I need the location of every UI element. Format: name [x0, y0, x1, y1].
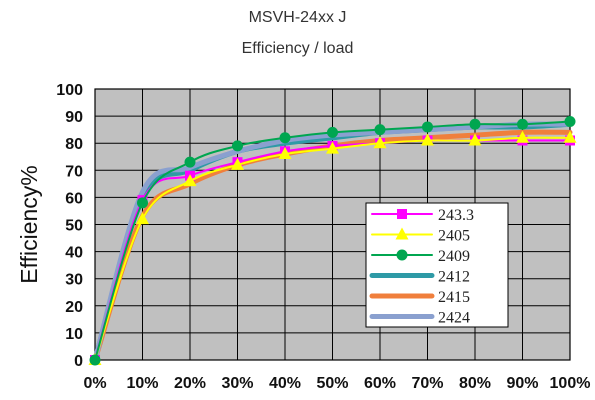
data-point: [373, 136, 387, 149]
legend-item: 2415: [369, 289, 470, 306]
legend-swatch-marker: [397, 209, 407, 219]
data-point: [232, 140, 243, 152]
legend: 243.3 2405 2409 2412 2415 2424: [365, 202, 509, 328]
legend-item: 2424: [369, 310, 470, 327]
series-group: [88, 116, 577, 366]
y-tick-label: 20: [65, 299, 83, 316]
data-point: [327, 126, 338, 138]
series-line: [94, 120, 571, 361]
chart-subtitle: Efficiency / load: [241, 40, 354, 57]
y-tick-label: 70: [65, 163, 83, 180]
legend-item: 2405: [371, 227, 470, 245]
legend-label: 243.3: [438, 207, 474, 224]
legend-item: 2409: [371, 248, 470, 265]
data-point: [89, 354, 101, 366]
data-point: [563, 130, 577, 143]
legend-label: 2405: [438, 228, 470, 245]
x-tick-label: 60%: [364, 375, 396, 392]
data-point: [517, 118, 528, 130]
y-tick-label: 100: [56, 82, 83, 99]
y-tick-label: 0: [74, 353, 83, 370]
data-point: [516, 130, 529, 143]
y-tick-label: 50: [65, 218, 83, 235]
legend-box: [365, 202, 509, 328]
y-axis-label: Efficiency%: [16, 165, 42, 283]
y-tick-label: 90: [65, 109, 83, 126]
data-point: [468, 133, 482, 146]
x-tick-label: 70%: [411, 375, 443, 392]
x-tick-label: 50%: [316, 375, 348, 392]
data-point: [469, 118, 481, 130]
y-tick-label: 80: [65, 136, 83, 153]
x-tick-label: 10%: [126, 375, 158, 392]
data-point: [183, 174, 197, 187]
y-tick-label: 60: [65, 190, 83, 207]
legend-label: 2424: [438, 310, 470, 327]
legend-label: 2415: [438, 289, 470, 306]
x-tick-label: 40%: [269, 375, 301, 392]
chart-title: MSVH-24xx J: [248, 9, 347, 26]
series-line: [92, 121, 573, 363]
legend-label: 2409: [438, 248, 470, 265]
legend-swatch-marker: [396, 249, 408, 261]
x-tick-label: 100%: [550, 375, 591, 392]
x-tick-label: 80%: [459, 375, 491, 392]
legend-item: 2412: [369, 269, 470, 286]
data-point: [564, 116, 576, 128]
data-point: [231, 157, 244, 170]
y-tick-label: 40: [65, 245, 83, 262]
data-point: [278, 147, 292, 160]
x-tick-label: 90%: [506, 375, 538, 392]
y-tick-label: 10: [65, 326, 83, 343]
x-tick-label: 30%: [221, 375, 253, 392]
legend-item: 243.3: [371, 207, 474, 224]
legend-swatch-marker: [395, 227, 409, 240]
data-point: [136, 212, 149, 225]
x-axis-ticks: 0% 10% 20% 30% 40% 50% 60% 70% 80% 90% 100%: [83, 375, 590, 392]
data-point: [184, 156, 196, 168]
data-point: [374, 124, 386, 136]
x-tick-label: 20%: [174, 375, 206, 392]
x-tick-label: 0%: [83, 375, 106, 392]
series-line: [94, 136, 571, 361]
y-axis-ticks: 0 10 20 30 40 50 60 70 80 90 100: [56, 82, 83, 370]
y-tick-label: 30: [65, 272, 83, 289]
data-point: [421, 133, 434, 146]
data-point: [422, 121, 433, 133]
data-point: [137, 197, 148, 209]
series-2409: [89, 116, 576, 366]
legend-label: 2412: [438, 269, 470, 286]
data-point: [279, 132, 291, 144]
series-2424: [92, 121, 573, 363]
data-point: [326, 141, 339, 154]
